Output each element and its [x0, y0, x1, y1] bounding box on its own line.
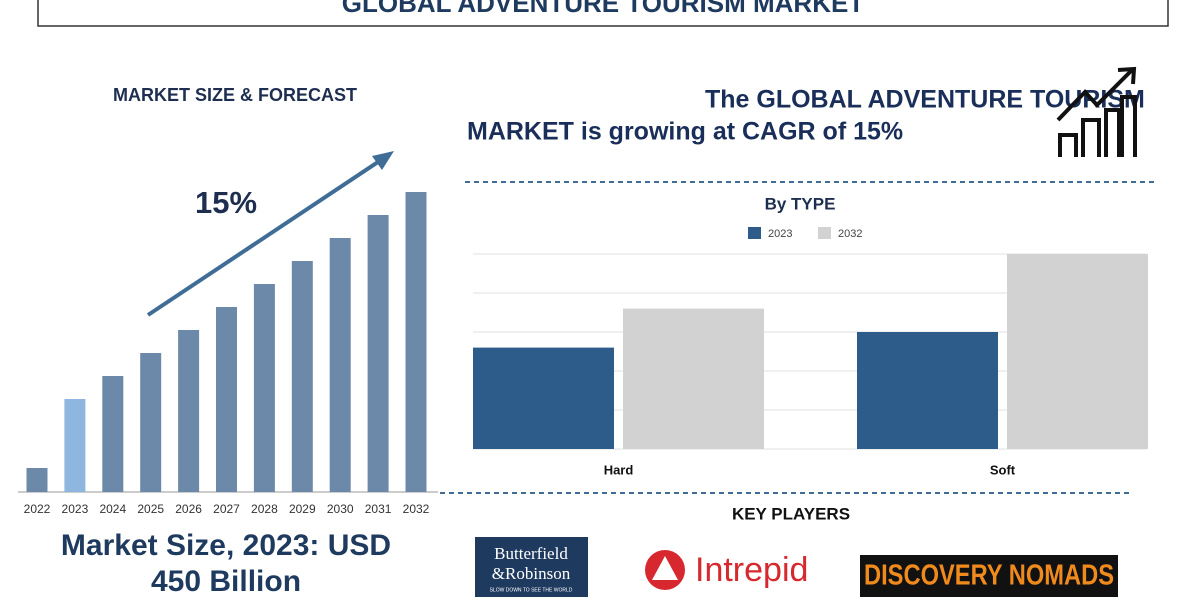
- bar: [253, 284, 275, 492]
- legend-label: 2023: [768, 228, 792, 240]
- logo-text: DISCOVERY NOMADS: [864, 560, 1114, 592]
- x-tick-label: 2030: [327, 502, 354, 516]
- x-tick-label: Soft: [990, 462, 1016, 477]
- logo-text: Butterfield: [494, 544, 568, 563]
- growth-arrow: [146, 156, 386, 317]
- x-tick-label: 2027: [213, 502, 240, 516]
- bar: [473, 347, 614, 449]
- x-tick-label: 2029: [289, 502, 316, 516]
- bar: [140, 353, 162, 492]
- bar: [64, 399, 86, 492]
- logo-icon: [652, 556, 678, 580]
- legend-swatch: [748, 227, 761, 239]
- bar: [857, 332, 998, 449]
- title-box: [37, 0, 1169, 27]
- annotation: 15%: [195, 185, 257, 220]
- headline: MARKET is growing at CAGR of 15%: [467, 118, 903, 146]
- x-tick-label: 2024: [99, 502, 126, 516]
- x-tick-label: 2026: [175, 502, 202, 516]
- chart-title: MARKET SIZE & FORECAST: [113, 85, 357, 105]
- x-tick-label: 2025: [137, 502, 164, 516]
- bar: [216, 307, 237, 492]
- logo-text: &Robinson: [492, 564, 571, 583]
- arrow-head: [372, 151, 394, 170]
- legend-swatch: [818, 227, 831, 239]
- chart-title: By TYPE: [765, 194, 836, 213]
- bar: [405, 192, 427, 492]
- bar: [367, 215, 389, 492]
- bar: [291, 261, 313, 492]
- logo-box: [860, 555, 1118, 597]
- headline: The GLOBAL ADVENTURE TOURISM: [705, 86, 1145, 114]
- section-title: KEY PLAYERS: [732, 504, 850, 523]
- bar: [102, 376, 124, 492]
- logo-tagline: SLOW DOWN TO SEE THE WORLD: [490, 587, 573, 593]
- logo-box: [475, 537, 588, 597]
- x-tick-label: 2031: [365, 502, 392, 516]
- x-tick-label: 2032: [403, 502, 430, 516]
- logo-text: Intrepid: [695, 551, 808, 589]
- x-tick-label: 2023: [62, 502, 89, 516]
- page-title: GLOBAL ADVENTURE TOURISM MARKET: [342, 0, 865, 18]
- bar: [178, 330, 200, 492]
- x-tick-label: 2022: [24, 502, 51, 516]
- bar: [623, 308, 764, 449]
- x-tick-label: 2028: [251, 502, 278, 516]
- bar: [1007, 254, 1148, 449]
- market-size: 450 Billion: [151, 565, 301, 598]
- growth-icon: [1056, 66, 1137, 157]
- market-size: Market Size, 2023: USD: [61, 529, 391, 562]
- bar: [329, 238, 351, 492]
- x-tick-label: Hard: [604, 462, 634, 477]
- legend-label: 2032: [838, 228, 862, 240]
- bar: [26, 468, 48, 492]
